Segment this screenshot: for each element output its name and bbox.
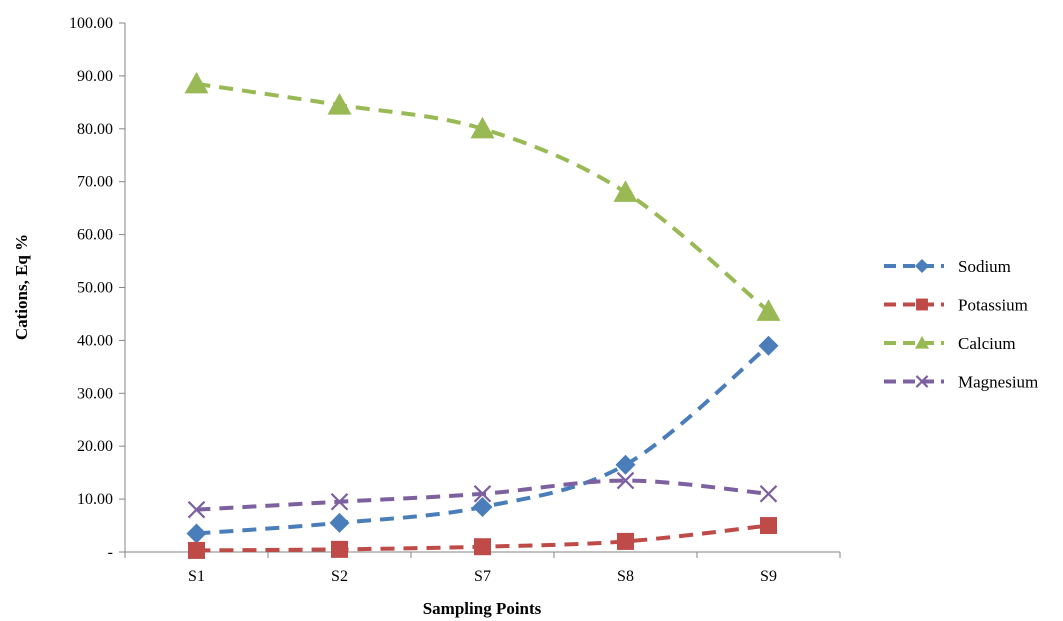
- legend-label-magnesium: Magnesium: [958, 373, 1038, 392]
- data-point-calcium: [184, 71, 209, 94]
- x-tick-label: S9: [760, 568, 777, 585]
- series-group: [184, 71, 781, 559]
- legend-marker-calcium: [915, 336, 929, 349]
- data-point-potassium: [617, 532, 634, 550]
- y-tick-label: 60.00: [77, 227, 113, 244]
- y-tick-label: 80.00: [77, 121, 113, 138]
- y-tick-label: 40.00: [77, 332, 113, 349]
- data-point-sodium: [329, 512, 350, 533]
- data-point-sodium: [472, 497, 493, 518]
- data-point-potassium: [474, 538, 491, 556]
- data-point-calcium: [613, 180, 638, 202]
- y-tick-label: 50.00: [77, 280, 113, 297]
- legend-label-calcium: Calcium: [958, 334, 1016, 353]
- data-point-magnesium: [187, 500, 206, 519]
- legend-item-magnesium: Magnesium: [884, 373, 1038, 392]
- data-point-sodium: [615, 454, 636, 475]
- data-point-potassium: [188, 541, 205, 559]
- legend-marker-potassium: [916, 298, 928, 311]
- legend-label-potassium: Potassium: [958, 296, 1028, 315]
- series-calcium: [184, 71, 781, 321]
- y-tick-label: 100.00: [69, 15, 113, 32]
- x-tick-label: S8: [617, 568, 634, 585]
- data-point-sodium: [758, 335, 779, 356]
- data-point-potassium: [760, 517, 777, 535]
- data-point-calcium: [470, 116, 495, 139]
- data-point-magnesium: [759, 485, 778, 503]
- data-point-calcium: [327, 92, 352, 115]
- x-tick-label: S2: [331, 568, 348, 585]
- data-point-magnesium: [473, 485, 492, 503]
- series-magnesium: [187, 471, 778, 519]
- x-tick-label: S1: [188, 568, 205, 585]
- y-tick-label: 30.00: [77, 385, 113, 402]
- legend: Sodium Potassium Calcium Magnesium: [884, 257, 1038, 392]
- legend-item-sodium: Sodium: [884, 257, 1011, 276]
- y-tick-label: 20.00: [77, 438, 113, 455]
- y-tick-label: 90.00: [77, 68, 113, 85]
- x-axis-title: Sampling Points: [423, 599, 542, 618]
- y-tick-label: -: [108, 544, 113, 561]
- data-point-calcium: [756, 299, 781, 321]
- legend-marker-sodium: [915, 259, 929, 273]
- series-sodium: [186, 335, 779, 544]
- legend-marker-magnesium: [915, 375, 929, 388]
- y-tick-label: 10.00: [77, 491, 113, 508]
- legend-label-sodium: Sodium: [958, 257, 1011, 276]
- data-point-sodium: [186, 523, 207, 544]
- series-potassium: [188, 517, 777, 559]
- x-tick-label: S7: [474, 568, 491, 585]
- y-axis-title: Cations, Eq %: [12, 234, 31, 340]
- data-point-magnesium: [330, 492, 349, 511]
- legend-item-calcium: Calcium: [884, 334, 1016, 353]
- axes: - 10.00 20.00 30.00 40.00 50.00 60.00 70.00 80.0…: [69, 15, 841, 585]
- legend-item-potassium: Potassium: [884, 296, 1028, 315]
- y-tick-label: 70.00: [77, 174, 113, 191]
- data-point-magnesium: [616, 471, 635, 490]
- data-point-potassium: [331, 540, 348, 558]
